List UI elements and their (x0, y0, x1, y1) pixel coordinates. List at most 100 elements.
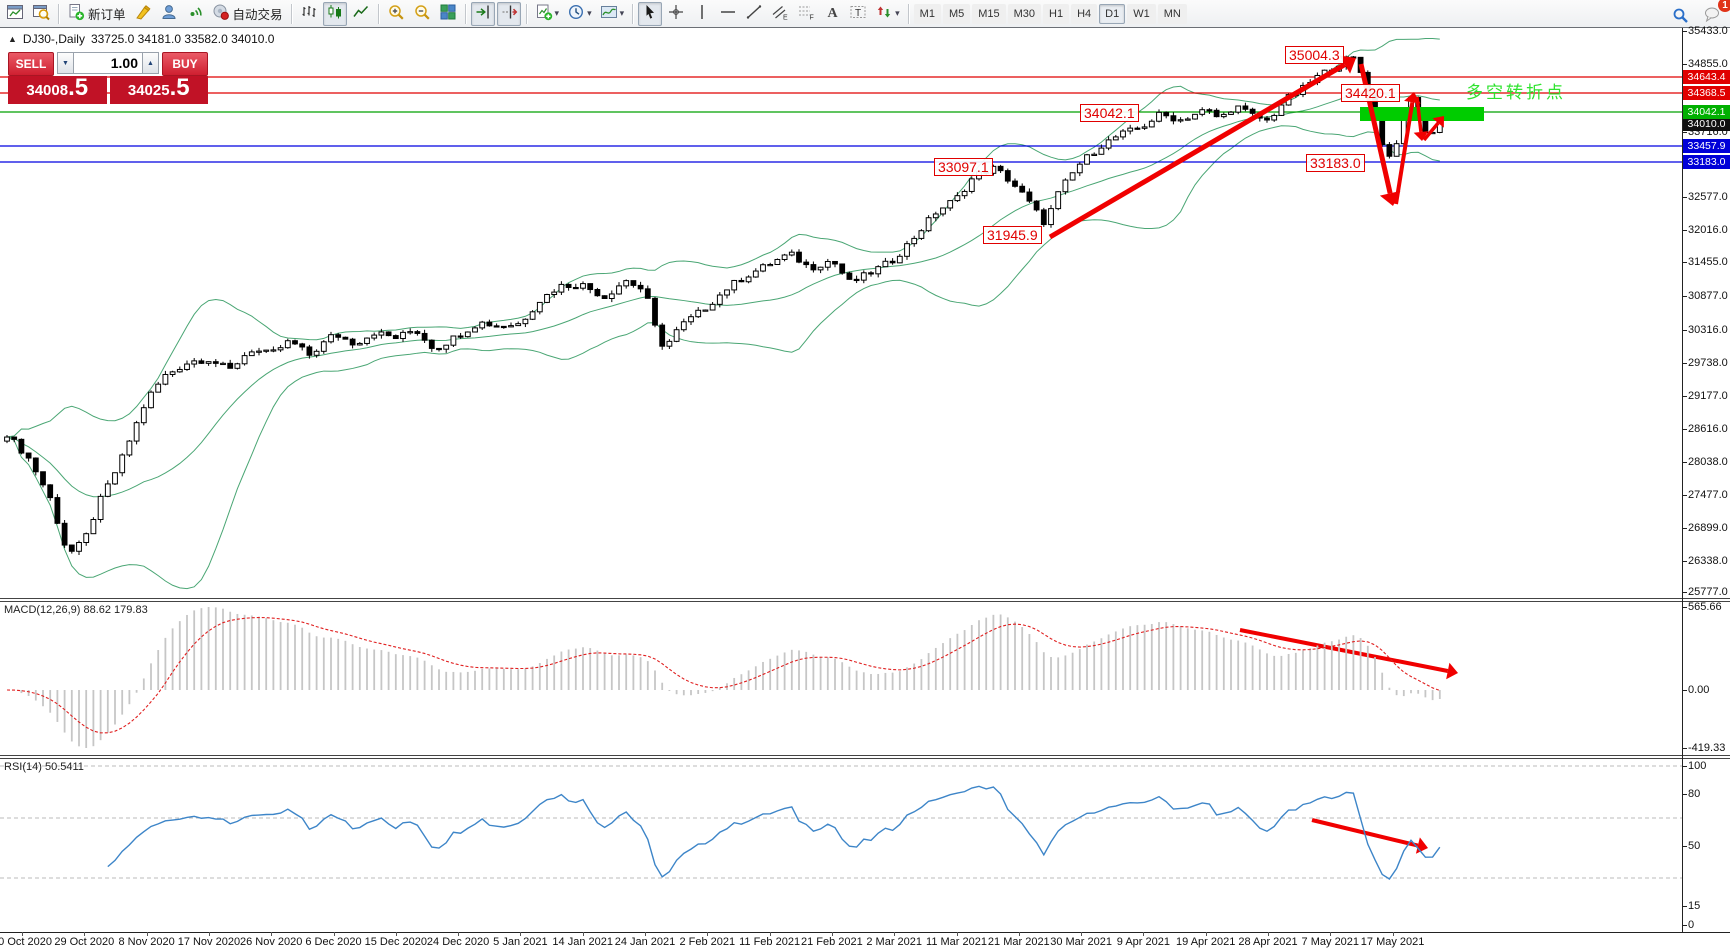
timeframe-w1-button[interactable]: W1 (1127, 3, 1156, 24)
candle-body (745, 276, 752, 283)
candle-body (1242, 105, 1249, 110)
date-tick-label: 2 Mar 2021 (866, 936, 923, 948)
text-icon[interactable]: A (820, 2, 844, 26)
price-tick-label: 565.66 (1688, 601, 1722, 613)
template-dropdown[interactable]: ▾ (597, 2, 628, 26)
volume-input[interactable] (74, 52, 142, 74)
signal-icon (186, 3, 204, 24)
annotation-arrow[interactable] (1422, 121, 1440, 142)
chart-window-icon[interactable] (3, 2, 27, 26)
price-chart[interactable] (0, 28, 1683, 598)
buy-price[interactable]: 34025.5 (109, 76, 208, 104)
trendline-icon[interactable] (742, 2, 766, 26)
timeframe-m1-button[interactable]: M1 (913, 3, 941, 24)
zoom-in-icon[interactable] (384, 2, 408, 26)
annotation-arrow[interactable] (1048, 62, 1347, 240)
candle-body (752, 270, 759, 278)
hline-icon[interactable] (716, 2, 740, 26)
chart-area[interactable]: ▲ DJ30-,Daily 33725.0 34181.0 33582.0 34… (0, 25, 1730, 950)
annotation-arrow[interactable] (1239, 628, 1449, 673)
chevron-down-icon: ▾ (554, 8, 560, 18)
axis-tick-mark (1682, 230, 1687, 231)
notifications-icon[interactable] (1700, 2, 1725, 26)
svg-text:E: E (783, 15, 788, 22)
date-tick-mark (1143, 932, 1145, 936)
candle-body (738, 279, 745, 283)
autoscroll-icon (474, 3, 492, 24)
price-annotation-label[interactable]: 33183.0 (1306, 154, 1365, 172)
price-annotation-label[interactable]: 33097.1 (934, 158, 993, 176)
tile-windows-icon[interactable] (436, 2, 460, 26)
annotation-arrowhead (1413, 131, 1429, 141)
axis-tick-mark (1682, 846, 1687, 847)
vline-icon[interactable] (690, 2, 714, 26)
line-chart-icon[interactable] (349, 2, 373, 26)
candle-body (544, 294, 550, 303)
panel-divider[interactable] (0, 755, 1730, 759)
price-annotation-label[interactable]: 34420.1 (1341, 84, 1400, 102)
signal-icon[interactable] (183, 2, 207, 26)
date-tick-mark (1018, 932, 1020, 936)
candle-body (968, 178, 975, 192)
annotation-arrow[interactable] (1394, 101, 1415, 205)
styler-icon[interactable] (131, 2, 155, 26)
styler-icon (134, 3, 152, 24)
timeframe-m5-button[interactable]: M5 (942, 3, 971, 24)
price-annotation-label[interactable]: 31945.9 (983, 226, 1042, 244)
cursor-icon[interactable] (638, 1, 663, 26)
new-order-button[interactable]: 新订单 (64, 2, 129, 26)
candle-body (889, 260, 896, 264)
search-icon[interactable] (1668, 3, 1692, 27)
price-tick-label: 100 (1688, 760, 1707, 772)
crosshair-icon[interactable] (664, 2, 688, 26)
macd-panel[interactable] (0, 601, 1683, 755)
candle-body (47, 484, 54, 499)
candle-body (1206, 109, 1213, 112)
arrows-dropdown[interactable]: ▾ (872, 2, 903, 26)
bars-chart-icon[interactable] (297, 2, 321, 26)
candle-body (680, 321, 687, 331)
volume-decrease-button[interactable]: ▼ (57, 52, 74, 74)
sell-price[interactable]: 34008.5 (8, 76, 107, 104)
period-dropdown[interactable]: ▾ (564, 2, 595, 26)
candle-body (1033, 200, 1040, 211)
autotrade-button[interactable]: 自动交易 (209, 2, 286, 26)
highlight-rectangle[interactable] (1360, 107, 1484, 121)
annotation-arrowhead (1379, 191, 1401, 206)
candle-body (450, 335, 457, 346)
annotation-arrow[interactable] (1415, 96, 1423, 133)
market-watch-icon[interactable] (29, 2, 53, 26)
new-chart-dropdown[interactable]: ▾ (532, 2, 563, 26)
candle-body (1249, 108, 1256, 114)
timeframe-d1-button[interactable]: D1 (1099, 3, 1126, 24)
axis-tick-mark (1682, 592, 1687, 593)
panel-divider[interactable] (0, 598, 1730, 602)
axis-tick-mark (1682, 262, 1687, 263)
label-icon[interactable]: T (846, 2, 870, 26)
date-tick-label: 21 Feb 2021 (801, 936, 863, 948)
sell-button[interactable]: SELL (8, 52, 54, 76)
buy-button[interactable]: BUY (162, 52, 208, 76)
timeframe-mn-button[interactable]: MN (1157, 3, 1187, 24)
volume-increase-button[interactable]: ▲ (142, 52, 159, 74)
price-annotation-label[interactable]: 35004.3 (1285, 46, 1344, 64)
price-annotation-label[interactable]: 34042.1 (1080, 104, 1139, 122)
chart-shift-icon[interactable] (496, 1, 521, 26)
fibo-icon[interactable]: F (794, 2, 818, 26)
timeframe-h4-button[interactable]: H4 (1071, 3, 1098, 24)
candle-body (263, 349, 270, 352)
date-tick-mark (582, 932, 584, 936)
profile-icon[interactable] (157, 2, 181, 26)
timeframe-m30-button[interactable]: M30 (1007, 3, 1042, 24)
autoscroll-icon[interactable] (470, 1, 495, 26)
timeframe-m15-button[interactable]: M15 (972, 3, 1006, 24)
toolbar-separator (632, 3, 634, 24)
channel-icon[interactable]: E (768, 2, 792, 26)
collapse-panel-icon[interactable]: ▲ (8, 34, 17, 44)
timeframe-h1-button[interactable]: H1 (1043, 3, 1070, 24)
zoom-out-icon[interactable] (410, 2, 434, 26)
candles-chart-icon[interactable] (322, 1, 347, 26)
candle-body (594, 289, 601, 297)
rsi-panel[interactable] (0, 758, 1683, 932)
turning-point-note[interactable]: 多空转折点 (1466, 83, 1566, 102)
